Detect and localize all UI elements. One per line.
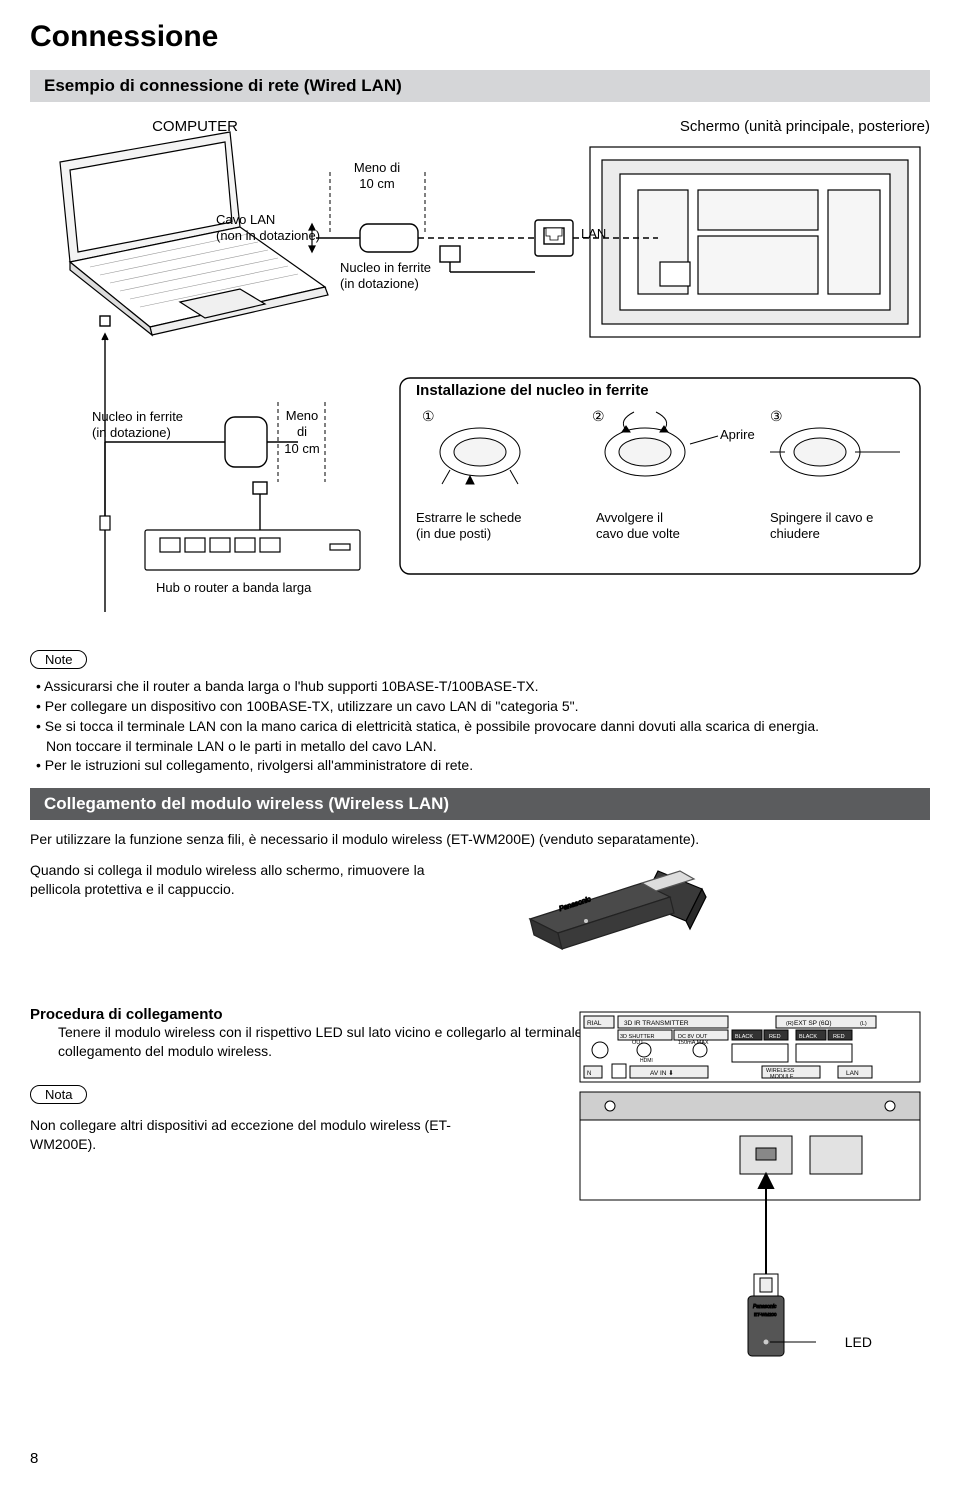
wired-diagram-svg [30, 112, 930, 632]
step-2-num: ② [592, 408, 605, 426]
note-item: Assicurarsi che il router a banda larga … [36, 677, 930, 696]
nucleo-top-label: Nucleo in ferrite (in dotazione) [340, 260, 480, 293]
step-1-num: ① [422, 408, 435, 426]
section-wireless-title: Collegamento del modulo wireless (Wirele… [30, 788, 930, 820]
notes-list: Assicurarsi che il router a banda larga … [36, 677, 930, 774]
led-label: LED [845, 1334, 872, 1352]
nucleo-left-label: Nucleo in ferrite (in dotazione) [92, 409, 222, 442]
nota-pill: Nota [30, 1085, 87, 1104]
note-item: Per collegare un dispositivo con 100BASE… [36, 697, 930, 716]
note-indent: Non toccare il terminale LAN o le parti … [36, 737, 930, 756]
svg-text:RIAL: RIAL [587, 1020, 602, 1027]
note-item: Se si tocca il terminale LAN con la mano… [36, 717, 930, 736]
wireless-row: Quando si collega il modulo wireless all… [30, 861, 930, 986]
wireless-connect-text: Quando si collega il modulo wireless all… [30, 861, 450, 899]
svg-text:ET-WM200: ET-WM200 [754, 1312, 777, 1317]
meno-top: Meno di 10 cm [332, 160, 422, 193]
note-item: Per le istruzioni sul collegamento, rivo… [36, 756, 930, 775]
svg-text:N: N [587, 1071, 591, 1077]
svg-text:Panasonic: Panasonic [753, 1304, 777, 1310]
procedure-area: Procedura di collegamento Tenere il modu… [30, 1006, 930, 1436]
svg-text:OUT: OUT [632, 1040, 644, 1046]
hub-label: Hub o router a banda larga [156, 580, 311, 596]
section-wired-title: Esempio di connessione di rete (Wired LA… [30, 70, 930, 102]
svg-text:MODULE: MODULE [770, 1074, 794, 1080]
cavo-lan-label: Cavo LAN (non in dotazione) [216, 212, 326, 245]
svg-text:EXT SP (6Ω): EXT SP (6Ω) [794, 1020, 832, 1027]
install-title: Installazione del nucleo in ferrite [416, 382, 649, 401]
svg-text:3D IR TRANSMITTER: 3D IR TRANSMITTER [624, 1020, 689, 1027]
aprire-label: Aprire [720, 427, 755, 443]
svg-text:RED: RED [769, 1034, 781, 1040]
svg-text:(R): (R) [786, 1021, 794, 1027]
screen-label: Schermo (unità principale, posteriore) [570, 118, 930, 137]
svg-text:AV IN ⬇: AV IN ⬇ [650, 1069, 674, 1077]
page-title: Connessione [30, 20, 930, 54]
computer-label: COMPUTER [120, 118, 270, 137]
page-number: 8 [30, 1450, 930, 1467]
svg-text:LAN: LAN [846, 1070, 859, 1077]
step-3-num: ③ [770, 408, 783, 426]
step-3-caption: Spingere il cavo e chiudere [770, 510, 920, 543]
svg-text:BLACK: BLACK [735, 1034, 753, 1040]
svg-text:150mA MAX: 150mA MAX [678, 1040, 709, 1046]
step-1-caption: Estrarre le schede (in due posti) [416, 510, 566, 543]
step-2-caption: Avvolgere il cavo due volte [596, 510, 746, 543]
rear-panel-svg: RIAL 3D IR TRANSMITTER EXT SP (6Ω) 3D SH… [570, 1006, 930, 1386]
note-pill: Note [30, 650, 87, 669]
svg-text:(L): (L) [860, 1021, 867, 1027]
meno-left-label: Meno di 10 cm [276, 408, 328, 457]
nota-text: Non collegare altri dispositivi ad eccez… [30, 1116, 510, 1154]
svg-text:BLACK: BLACK [799, 1034, 817, 1040]
lan-port-label: LAN [581, 226, 606, 242]
svg-text:RED: RED [833, 1034, 845, 1040]
wired-diagram: COMPUTER Schermo (unità principale, post… [30, 112, 930, 632]
wireless-dongle-image: Panasonic [470, 861, 750, 986]
svg-text:HDMI: HDMI [640, 1058, 653, 1064]
wireless-intro: Per utilizzare la funzione senza fili, è… [30, 830, 930, 849]
